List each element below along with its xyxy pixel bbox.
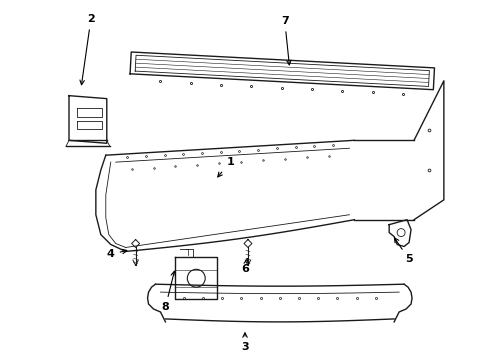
Text: 1: 1	[218, 157, 234, 177]
Text: 3: 3	[241, 333, 249, 352]
Text: 8: 8	[162, 271, 175, 312]
Text: 7: 7	[281, 16, 291, 65]
Text: 5: 5	[394, 238, 413, 264]
Text: 2: 2	[80, 14, 95, 85]
Text: 4: 4	[107, 249, 127, 260]
Text: 6: 6	[241, 259, 249, 274]
